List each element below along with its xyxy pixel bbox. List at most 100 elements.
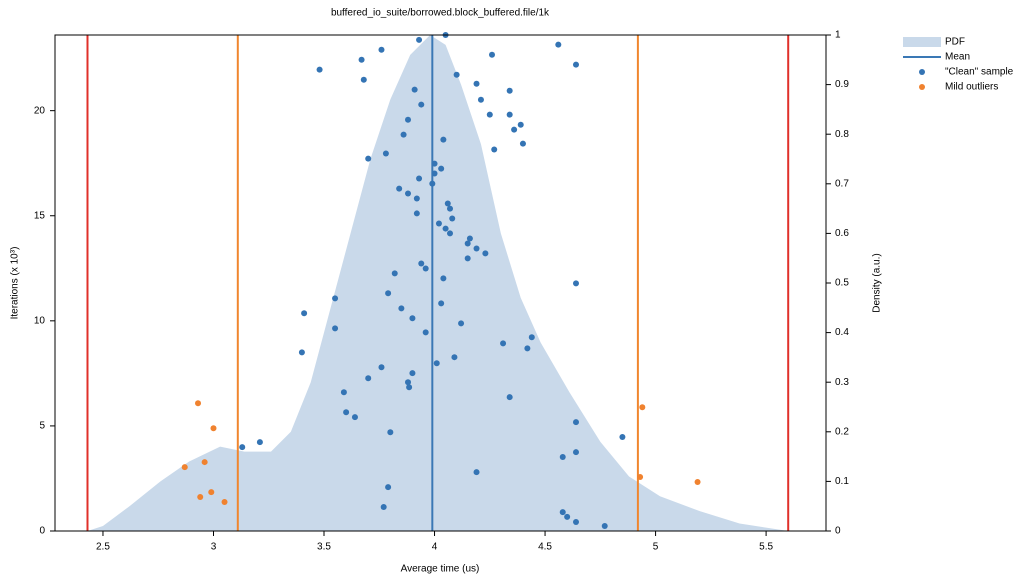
- x-tick-label: 4.5: [538, 542, 552, 553]
- sample-point: [413, 195, 420, 202]
- sample-point: [382, 150, 389, 157]
- x-tick-label: 5: [653, 542, 659, 553]
- legend-label: "Clean" sample: [945, 67, 1014, 78]
- legend-label: Mild outliers: [945, 82, 998, 93]
- sample-point: [438, 300, 445, 307]
- y2-tick-label: 0: [835, 526, 841, 537]
- sample-point: [511, 126, 518, 133]
- sample-point: [572, 518, 579, 525]
- chart-title: buffered_io_suite/borrowed.block_buffere…: [331, 8, 550, 19]
- sample-point: [416, 36, 423, 43]
- sample-point: [221, 498, 228, 505]
- legend-label: Mean: [945, 52, 970, 63]
- sample-point: [396, 185, 403, 192]
- sample-point: [332, 325, 339, 332]
- y2-tick-label: 0.8: [835, 129, 849, 140]
- sample-point: [405, 190, 412, 197]
- sample-point: [358, 56, 365, 63]
- sample-point: [431, 160, 438, 167]
- sample-point: [449, 215, 456, 222]
- sample-point: [438, 165, 445, 172]
- y-tick-label: 15: [34, 210, 46, 221]
- y-tick-label: 20: [34, 105, 46, 116]
- y2-tick-label: 0.4: [835, 327, 849, 338]
- sample-point: [385, 484, 392, 491]
- sample-point: [301, 310, 308, 317]
- sample-point: [466, 235, 473, 242]
- legend-swatch: [919, 69, 925, 75]
- y-tick-label: 10: [34, 315, 46, 326]
- sample-point: [387, 429, 394, 436]
- sample-point: [519, 140, 526, 147]
- sample-point: [619, 434, 626, 441]
- sample-point: [195, 400, 202, 407]
- sample-point: [564, 513, 571, 520]
- x-tick-label: 5.5: [759, 542, 773, 553]
- sample-point: [559, 454, 566, 461]
- sample-point: [464, 255, 471, 262]
- sample-point: [447, 205, 454, 212]
- y-axis-label: Iterations (x 10³): [10, 247, 21, 320]
- sample-point: [416, 175, 423, 182]
- sample-point: [332, 295, 339, 302]
- x-tick-label: 4: [432, 542, 438, 553]
- sample-point: [316, 66, 323, 73]
- sample-point: [473, 245, 480, 252]
- x-tick-label: 3.5: [317, 542, 331, 553]
- sample-point: [524, 345, 531, 352]
- y2-tick-label: 1: [835, 30, 841, 41]
- y2-tick-label: 0.9: [835, 79, 849, 90]
- sample-point: [555, 41, 562, 48]
- sample-point: [473, 80, 480, 87]
- sample-point: [559, 509, 566, 516]
- sample-point: [400, 131, 407, 138]
- y2-tick-label: 0.2: [835, 426, 849, 437]
- sample-point: [391, 270, 398, 277]
- sample-point: [181, 464, 188, 471]
- y-tick-label: 0: [39, 526, 45, 537]
- sample-point: [422, 265, 429, 272]
- sample-point: [572, 419, 579, 426]
- sample-point: [458, 320, 465, 327]
- sample-point: [413, 210, 420, 217]
- sample-point: [464, 240, 471, 247]
- sample-point: [637, 473, 644, 480]
- sample-point: [572, 449, 579, 456]
- y2-tick-label: 0.6: [835, 228, 849, 239]
- sample-point: [385, 290, 392, 297]
- legend-swatch: [903, 37, 941, 47]
- sample-point: [378, 364, 385, 371]
- sample-point: [444, 200, 451, 207]
- sample-point: [442, 225, 449, 232]
- sample-point: [506, 87, 513, 94]
- sample-point: [340, 389, 347, 396]
- x-tick-label: 3: [211, 542, 217, 553]
- sample-point: [365, 155, 372, 162]
- x-axis-label: Average time (us): [401, 564, 480, 575]
- sample-point: [572, 280, 579, 287]
- sample-point: [409, 370, 416, 377]
- sample-point: [491, 146, 498, 153]
- y2-tick-label: 0.5: [835, 278, 849, 289]
- legend-swatch: [919, 84, 925, 90]
- sample-point: [639, 404, 646, 411]
- sample-point: [365, 375, 372, 382]
- sample-point: [453, 71, 460, 78]
- sample-point: [694, 479, 701, 486]
- sample-point: [482, 250, 489, 257]
- y2-axis-label: Density (a.u.): [872, 253, 883, 312]
- sample-point: [506, 111, 513, 118]
- y2-tick-label: 0.3: [835, 377, 849, 388]
- sample-point: [528, 334, 535, 341]
- sample-point: [405, 116, 412, 123]
- sample-point: [380, 504, 387, 511]
- sample-point: [197, 493, 204, 500]
- sample-point: [378, 46, 385, 53]
- sample-point: [360, 76, 367, 83]
- y2-tick-label: 0.1: [835, 476, 849, 487]
- sample-point: [489, 51, 496, 58]
- sample-point: [398, 305, 405, 312]
- sample-point: [451, 354, 458, 361]
- sample-point: [473, 469, 480, 476]
